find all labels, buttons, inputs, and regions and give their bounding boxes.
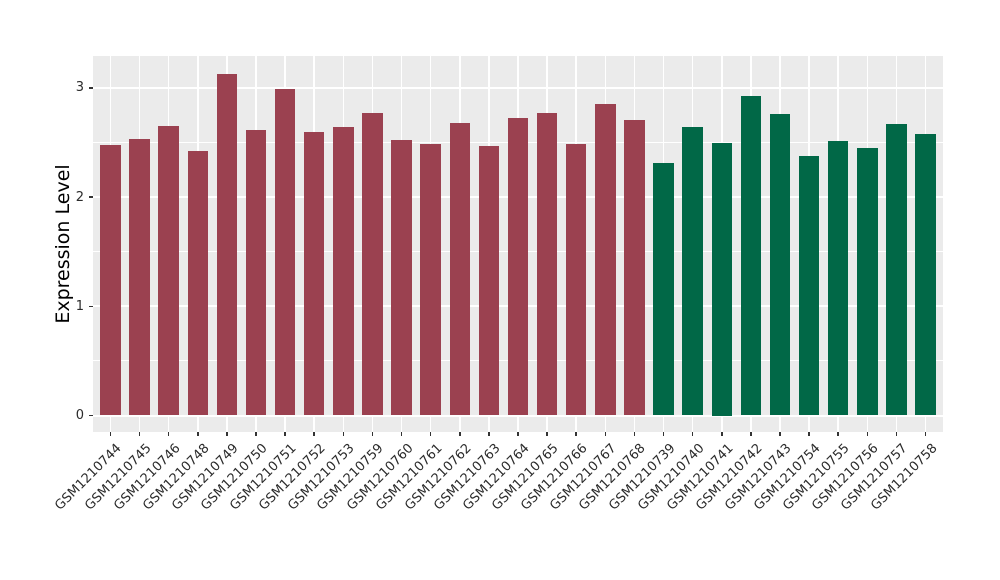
- bar: [216, 73, 238, 416]
- y-tick-mark: [89, 196, 93, 198]
- bar: [595, 104, 616, 416]
- bar: [420, 143, 441, 416]
- y-tick-label: 1: [75, 298, 84, 314]
- x-tick-mark: [167, 432, 170, 436]
- y-tick-label: 0: [75, 408, 84, 423]
- bar: [187, 151, 209, 416]
- x-tick-mark: [895, 432, 898, 436]
- x-tick-mark: [226, 432, 228, 436]
- x-tick-mark: [633, 432, 636, 436]
- x-tick-mark: [924, 432, 927, 436]
- bar: [857, 147, 878, 416]
- x-tick-mark: [138, 432, 141, 436]
- bar: [100, 144, 121, 416]
- x-tick-mark: [371, 432, 374, 436]
- x-tick-mark: [837, 432, 839, 436]
- x-tick-mark: [662, 432, 665, 436]
- x-tick-mark: [517, 432, 519, 436]
- bar: [653, 163, 674, 416]
- x-tick-mark: [313, 432, 315, 436]
- y-tick-label: 2: [75, 189, 84, 205]
- x-tick-mark: [342, 432, 345, 436]
- x-tick-mark: [866, 432, 869, 436]
- y-tick-mark: [89, 414, 93, 417]
- bar: [303, 131, 325, 416]
- bar: [886, 123, 907, 416]
- x-tick-mark: [750, 432, 752, 436]
- bar: [740, 95, 762, 416]
- bar: [711, 142, 733, 416]
- bar: [449, 122, 471, 416]
- bar: [682, 127, 703, 416]
- x-tick-mark: [808, 432, 810, 436]
- x-tick-mark: [721, 432, 723, 436]
- bar: [915, 133, 936, 416]
- bar: [129, 139, 150, 416]
- bar: [362, 113, 383, 416]
- x-tick-mark: [779, 432, 781, 436]
- bar: [333, 127, 354, 416]
- bar: [624, 119, 645, 416]
- y-tick-mark: [89, 87, 93, 89]
- bar: [565, 143, 587, 416]
- bar: [769, 114, 791, 416]
- x-tick-mark: [604, 432, 607, 436]
- bar: [798, 155, 820, 416]
- x-tick-mark: [255, 432, 257, 436]
- x-tick-mark: [109, 432, 112, 436]
- bar: [507, 118, 529, 416]
- bar: [274, 88, 296, 416]
- x-tick-mark: [429, 432, 432, 436]
- x-tick-mark: [691, 432, 694, 436]
- bar: [478, 145, 500, 416]
- bar: [391, 140, 412, 416]
- x-tick-mark: [546, 432, 548, 436]
- x-tick-mark: [400, 432, 403, 436]
- bar: [158, 126, 179, 416]
- y-tick-label: 3: [75, 80, 84, 96]
- y-tick-mark: [89, 305, 93, 308]
- bar: [536, 113, 558, 416]
- x-tick-mark: [575, 432, 577, 436]
- bar: [245, 130, 267, 416]
- x-tick-mark: [488, 432, 490, 436]
- x-tick-mark: [284, 432, 286, 436]
- chart-panel: [93, 56, 943, 432]
- bar: [827, 141, 849, 416]
- x-tick-mark: [459, 432, 461, 436]
- x-tick-mark: [197, 432, 199, 436]
